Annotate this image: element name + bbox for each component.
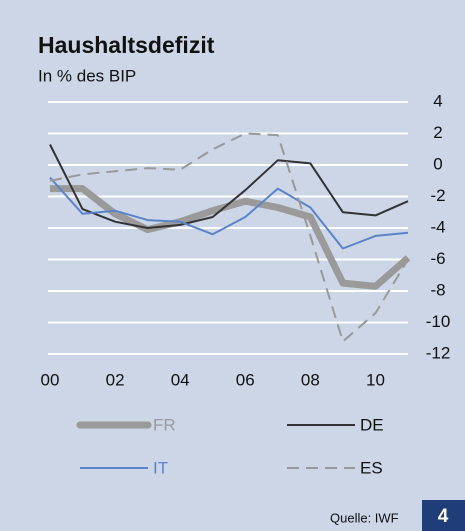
y-tick-label: -8	[430, 280, 445, 299]
chart-title: Haushaltsdefizit	[38, 32, 215, 58]
legend-label: DE	[360, 415, 384, 434]
y-tick-label: -10	[426, 312, 451, 331]
x-tick-label: 00	[41, 370, 60, 389]
series-line	[49, 132, 409, 343]
x-tick-label: 10	[366, 370, 385, 389]
y-tick-label: 4	[433, 91, 442, 110]
x-tick-label: 06	[236, 370, 255, 389]
legend-label: IT	[153, 458, 168, 477]
source: Quelle: IWF	[330, 510, 399, 525]
y-tick-label: 0	[433, 154, 442, 173]
y-tick-label: -6	[430, 249, 445, 268]
chart-subtitle: In % des BIP	[38, 66, 136, 85]
legend-label: ES	[360, 458, 383, 477]
y-tick-label: 2	[433, 123, 442, 142]
x-tick-label: 08	[301, 370, 320, 389]
series-line	[49, 176, 409, 250]
page-badge	[422, 500, 465, 531]
page-number: 4	[438, 506, 449, 527]
x-tick-label: 04	[171, 370, 190, 389]
y-tick-label: -12	[426, 343, 451, 362]
x-tick-label: 02	[106, 370, 125, 389]
y-tick-label: -4	[430, 217, 445, 236]
series-line	[49, 144, 409, 229]
legend-label: FR	[153, 415, 176, 434]
series-line	[50, 185, 411, 290]
y-tick-label: -2	[430, 186, 445, 205]
